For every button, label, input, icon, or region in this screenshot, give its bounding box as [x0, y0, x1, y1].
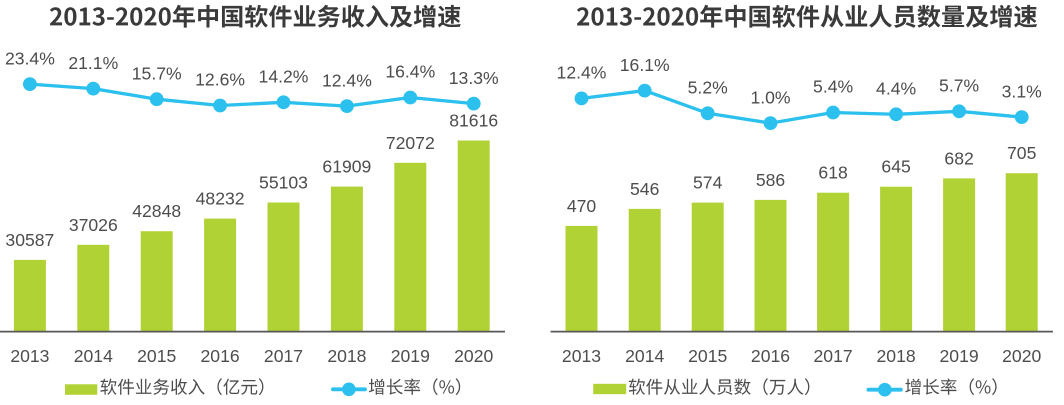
svg-text:61909: 61909 [322, 157, 371, 177]
svg-text:15.7%: 15.7% [132, 63, 182, 83]
svg-text:37026: 37026 [69, 215, 118, 235]
svg-text:2013: 2013 [562, 346, 601, 366]
svg-text:5.4%: 5.4% [813, 77, 853, 97]
svg-text:2014: 2014 [625, 346, 664, 366]
svg-text:2020: 2020 [1002, 346, 1041, 366]
svg-text:72072: 72072 [386, 133, 435, 153]
svg-text:2017: 2017 [814, 346, 853, 366]
svg-text:23.4%: 23.4% [5, 48, 55, 68]
svg-text:13.3%: 13.3% [449, 68, 499, 88]
svg-text:2016: 2016 [751, 346, 790, 366]
svg-text:470: 470 [567, 196, 597, 216]
svg-text:705: 705 [1007, 143, 1037, 163]
svg-text:12.4%: 12.4% [322, 70, 372, 90]
svg-text:618: 618 [818, 163, 848, 183]
svg-text:5.7%: 5.7% [939, 76, 979, 96]
svg-text:2016: 2016 [201, 346, 240, 366]
svg-text:30587: 30587 [5, 230, 54, 250]
svg-text:574: 574 [693, 173, 723, 193]
svg-text:14.2%: 14.2% [259, 67, 309, 87]
svg-text:682: 682 [944, 148, 973, 168]
svg-text:5.2%: 5.2% [688, 78, 728, 98]
svg-text:4.4%: 4.4% [876, 79, 916, 99]
svg-text:3.1%: 3.1% [1002, 81, 1042, 101]
svg-text:2019: 2019 [940, 346, 979, 366]
svg-text:2014: 2014 [74, 346, 113, 366]
svg-text:2020: 2020 [454, 346, 493, 366]
svg-text:2018: 2018 [877, 346, 916, 366]
svg-text:12.4%: 12.4% [557, 63, 607, 83]
svg-text:55103: 55103 [259, 173, 308, 193]
svg-text:2013: 2013 [10, 346, 49, 366]
svg-text:16.1%: 16.1% [620, 55, 670, 75]
svg-text:12.6%: 12.6% [195, 70, 245, 90]
svg-text:2015: 2015 [688, 346, 727, 366]
svg-text:81616: 81616 [449, 111, 498, 131]
svg-text:1.0%: 1.0% [750, 87, 790, 107]
svg-text:42848: 42848 [132, 201, 181, 221]
svg-text:48232: 48232 [196, 189, 245, 209]
svg-text:21.1%: 21.1% [68, 53, 118, 73]
svg-text:2018: 2018 [327, 346, 366, 366]
svg-text:645: 645 [881, 157, 911, 177]
svg-text:16.4%: 16.4% [385, 62, 435, 82]
svg-text:586: 586 [756, 170, 786, 190]
svg-text:2019: 2019 [391, 346, 430, 366]
svg-text:2017: 2017 [264, 346, 303, 366]
svg-text:2015: 2015 [137, 346, 176, 366]
svg-text:546: 546 [630, 179, 660, 199]
